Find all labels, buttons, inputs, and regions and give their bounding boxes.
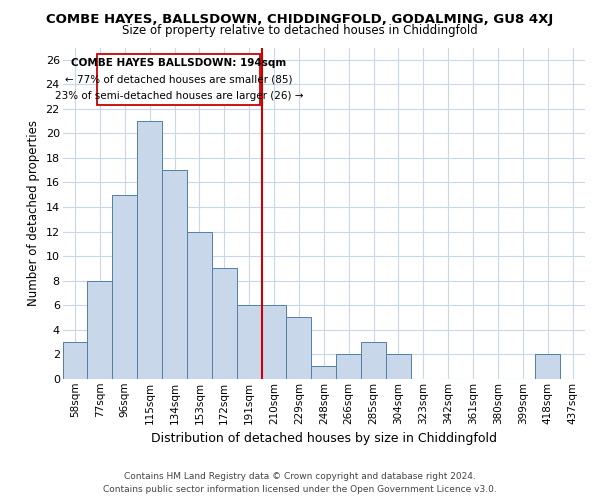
Bar <box>187 232 212 379</box>
Bar <box>311 366 336 379</box>
Bar <box>112 194 137 379</box>
Bar <box>137 121 162 379</box>
Bar <box>162 170 187 379</box>
Bar <box>262 305 286 379</box>
Text: Contains HM Land Registry data © Crown copyright and database right 2024.
Contai: Contains HM Land Registry data © Crown c… <box>103 472 497 494</box>
Bar <box>212 268 237 379</box>
FancyBboxPatch shape <box>97 54 260 105</box>
Text: COMBE HAYES, BALLSDOWN, CHIDDINGFOLD, GODALMING, GU8 4XJ: COMBE HAYES, BALLSDOWN, CHIDDINGFOLD, GO… <box>46 12 554 26</box>
Bar <box>88 280 112 379</box>
Text: ← 77% of detached houses are smaller (85): ← 77% of detached houses are smaller (85… <box>65 74 293 85</box>
Y-axis label: Number of detached properties: Number of detached properties <box>27 120 40 306</box>
Bar <box>286 318 311 379</box>
Text: 23% of semi-detached houses are larger (26) →: 23% of semi-detached houses are larger (… <box>55 91 303 101</box>
X-axis label: Distribution of detached houses by size in Chiddingfold: Distribution of detached houses by size … <box>151 432 497 445</box>
Bar <box>386 354 411 379</box>
Bar <box>361 342 386 379</box>
Bar <box>336 354 361 379</box>
Text: Size of property relative to detached houses in Chiddingfold: Size of property relative to detached ho… <box>122 24 478 37</box>
Bar <box>535 354 560 379</box>
Bar <box>237 305 262 379</box>
Text: COMBE HAYES BALLSDOWN: 194sqm: COMBE HAYES BALLSDOWN: 194sqm <box>71 58 287 68</box>
Bar <box>62 342 88 379</box>
